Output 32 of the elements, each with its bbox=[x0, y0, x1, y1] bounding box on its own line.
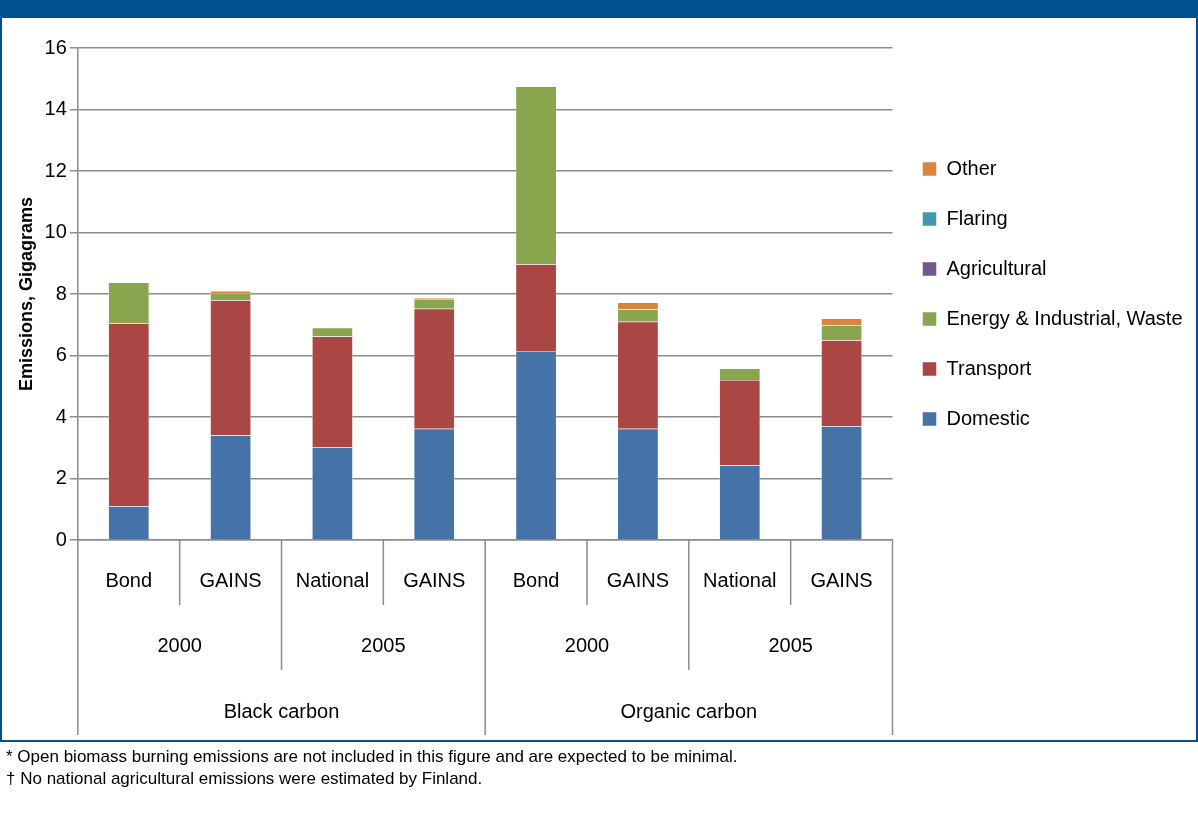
y-tick-label: 6 bbox=[55, 343, 67, 366]
y-tick-label: 12 bbox=[44, 158, 67, 181]
y-tick-label: 10 bbox=[44, 220, 67, 243]
legend-label: Energy & Industrial, Waste bbox=[946, 306, 1183, 329]
legend-label: Transport bbox=[946, 356, 1032, 379]
x-tick-label: GAINS bbox=[199, 568, 262, 591]
text: 2005 bbox=[768, 633, 813, 656]
y-tick-label: 8 bbox=[55, 281, 67, 304]
legend-label: Agricultural bbox=[946, 256, 1047, 279]
legend-label: Domestic bbox=[946, 406, 1030, 429]
y-tick-label: 0 bbox=[55, 527, 67, 550]
text: Organic carbon bbox=[620, 699, 758, 722]
text: 2000 bbox=[564, 633, 610, 656]
y-tick-label: 4 bbox=[55, 404, 67, 427]
text: 2000 bbox=[157, 633, 202, 656]
text: † No national agricultural emissions were estimated by Finland. bbox=[6, 768, 484, 790]
x-tick-label: GAINS bbox=[606, 568, 670, 591]
y-axis-title: Emissions, Gigagrams bbox=[15, 196, 36, 392]
y-tick-label: 2 bbox=[55, 466, 67, 489]
x-tick-label: Bond bbox=[105, 568, 153, 591]
x-tick-label: GAINS bbox=[403, 568, 466, 591]
text: Black carbon bbox=[223, 699, 340, 722]
legend-label: Flaring bbox=[946, 206, 1008, 229]
x-tick-label: GAINS bbox=[810, 568, 873, 591]
legend-label: Other bbox=[946, 156, 997, 179]
y-tick-label: 14 bbox=[44, 97, 67, 120]
text: 2005 bbox=[361, 633, 406, 656]
y-tick-label: 16 bbox=[44, 35, 67, 58]
text: * Open biomass burning emissions are not included in this figure and are expected to be minimal. bbox=[6, 746, 739, 768]
x-tick-label: Bond bbox=[512, 568, 560, 591]
x-tick-label: National bbox=[703, 568, 777, 591]
x-tick-label: National bbox=[295, 568, 370, 591]
